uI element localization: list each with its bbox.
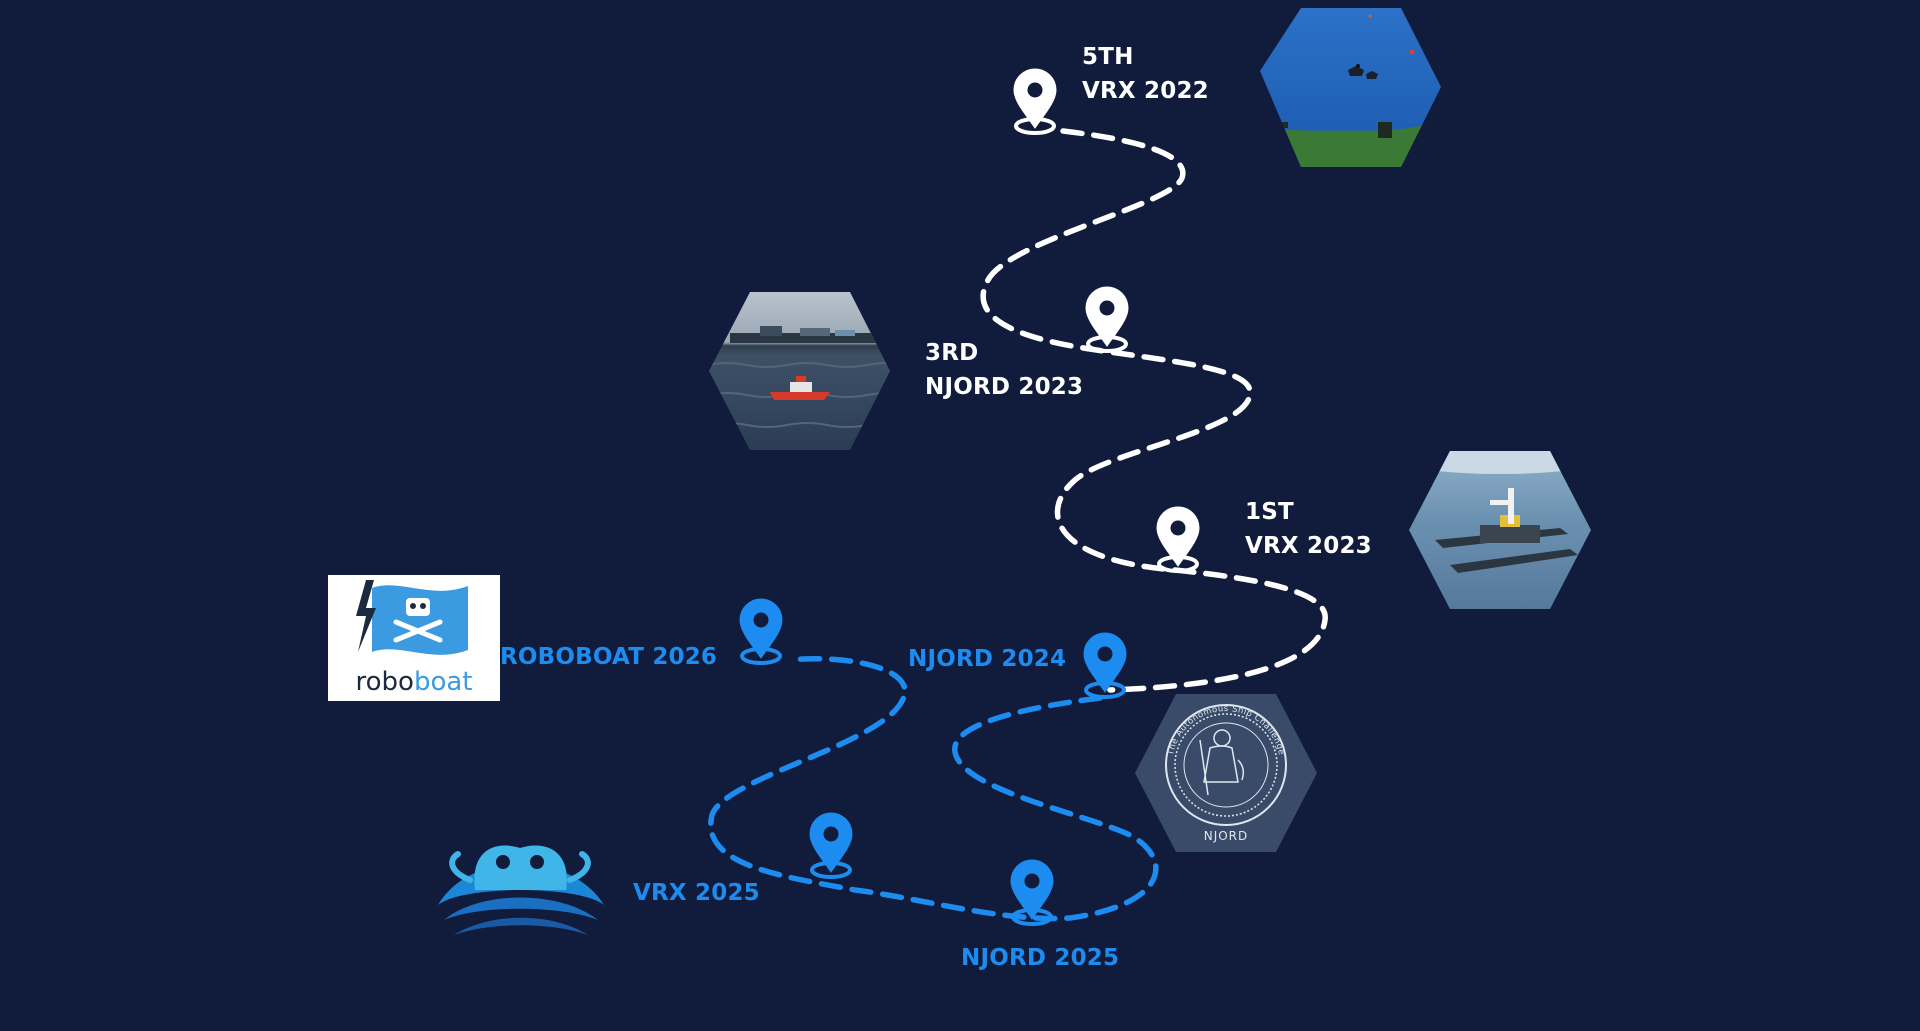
pin-njord-2024-icon (1084, 633, 1126, 697)
milestone-vrx-2025-label: VRX 2025 (633, 876, 760, 910)
njord-seal-name: NJORD (1204, 829, 1249, 843)
milestone-vrx-2023-label: 1ST VRX 2023 (1245, 495, 1372, 563)
milestone-event: ROBOBOAT 2026 (500, 644, 718, 670)
milestone-placement: 3RD (925, 340, 979, 366)
njord-seal-logo: The Autonomous Ship Challenge NJORD (1135, 694, 1317, 852)
milestone-event: VRX 2022 (1082, 78, 1209, 104)
roboboat-wordmark-robo: robo (356, 667, 414, 697)
milestone-njord-2023-label: 3RD NJORD 2023 (925, 336, 1083, 404)
milestone-placement: 1ST (1245, 499, 1294, 525)
pin-3rd-njord-2023-icon (1086, 287, 1128, 351)
njord-2023-photo (709, 292, 890, 450)
vrx-2023-photo (1409, 451, 1591, 609)
pin-5th-vrx-2022-icon (1014, 69, 1056, 133)
upcoming-route-path (708, 656, 1159, 922)
milestone-roboboat-2026-label: ROBOBOAT 2026 (500, 640, 717, 674)
pin-roboboat-2026-icon (740, 599, 782, 663)
milestone-event: VRX 2023 (1245, 533, 1372, 559)
milestone-njord-2025-label: NJORD 2025 (961, 941, 1119, 975)
roboboat-logo: roboboat (328, 575, 500, 701)
milestone-event: NJORD 2025 (961, 945, 1120, 971)
pin-1st-vrx-2023-icon (1157, 507, 1199, 571)
milestone-placement: 5TH (1082, 44, 1134, 70)
svg-text:roboboat: roboboat (356, 667, 473, 697)
milestone-event: VRX 2025 (633, 880, 760, 906)
vrx-logo (438, 845, 604, 935)
roboboat-wordmark-boat: boat (414, 667, 473, 697)
completed-route-path (980, 128, 1328, 693)
pin-vrx-2025-icon (810, 813, 852, 877)
milestone-vrx-2022-label: 5TH VRX 2022 (1082, 40, 1209, 108)
pin-njord-2025-icon (1011, 860, 1053, 924)
milestone-event: NJORD 2024 (908, 646, 1067, 672)
milestone-njord-2024-label: NJORD 2024 (908, 642, 1066, 676)
milestone-event: NJORD 2023 (925, 374, 1084, 400)
vrx-2022-photo (1260, 8, 1441, 167)
